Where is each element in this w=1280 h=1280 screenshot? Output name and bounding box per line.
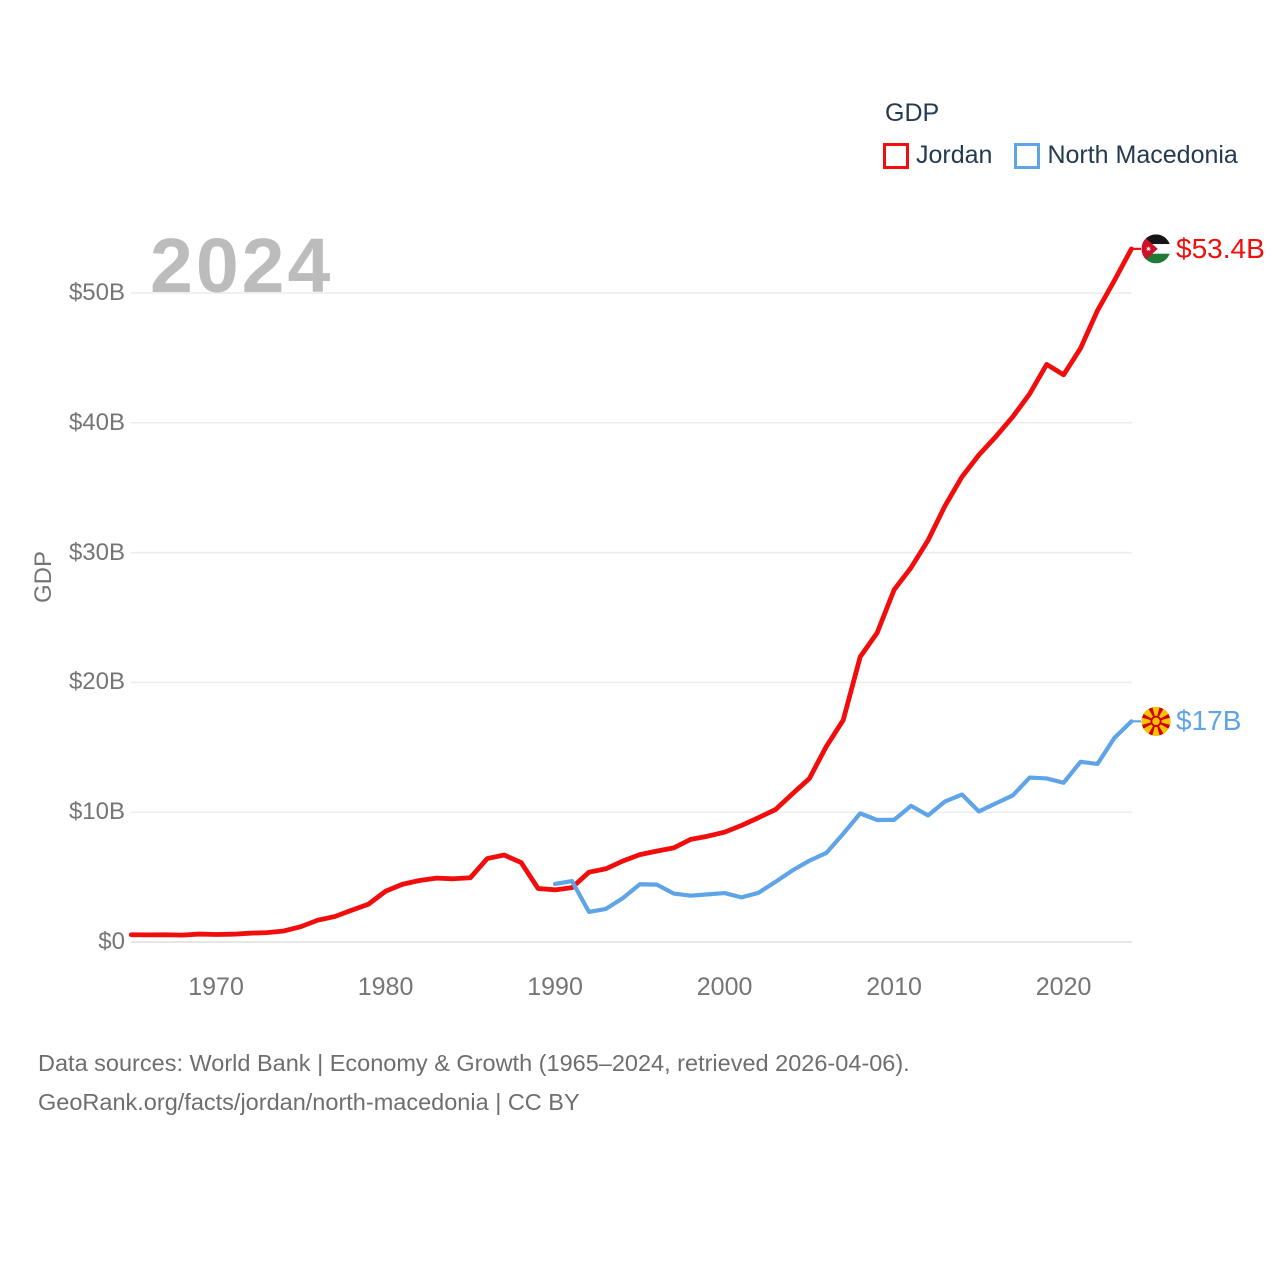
y-tick-label: $50B bbox=[68, 279, 125, 306]
x-tick-label: 2000 bbox=[696, 973, 753, 1001]
chart-legend: GDP Jordan North Macedonia bbox=[883, 99, 1238, 170]
north-macedonia-flag-icon bbox=[1141, 706, 1171, 736]
y-tick-label: $40B bbox=[68, 408, 125, 436]
legend-item-label: North Macedonia bbox=[1047, 141, 1238, 169]
footer-attribution: Data sources: World Bank | Economy & Gro… bbox=[38, 1044, 910, 1121]
source-url-line: GeoRank.org/facts/jordan/north-macedonia… bbox=[38, 1088, 580, 1115]
legend-items: Jordan North Macedonia bbox=[883, 141, 1238, 170]
legend-item-jordan[interactable]: Jordan bbox=[883, 141, 992, 170]
x-tick-label: 1990 bbox=[527, 973, 583, 1001]
legend-item-north-macedonia[interactable]: North Macedonia bbox=[1014, 141, 1238, 170]
jordan-line bbox=[128, 246, 1134, 938]
year-watermark: 2024 bbox=[150, 223, 334, 309]
x-tick-label: 2010 bbox=[866, 973, 922, 1001]
x-tick-label: 1970 bbox=[188, 973, 244, 1001]
y-tick-label: $20B bbox=[68, 668, 125, 696]
jordan-series-swatch bbox=[883, 142, 909, 169]
north-macedonia-line bbox=[552, 719, 1134, 914]
north-macedonia-end-value-label: $17B bbox=[1176, 705, 1242, 737]
north-macedonia-series-swatch bbox=[1014, 142, 1041, 169]
y-tick-label: $0 bbox=[98, 928, 125, 955]
jordan-end-value-label: $53.4B bbox=[1176, 232, 1265, 264]
y-tick-label: $10B bbox=[68, 798, 125, 826]
data-sources-line: Data sources: World Bank | Economy & Gro… bbox=[38, 1050, 910, 1076]
legend-title: GDP bbox=[885, 99, 940, 127]
legend-item-label: Jordan bbox=[916, 141, 993, 169]
y-tick-label: $30B bbox=[68, 538, 125, 566]
x-tick-label: 2020 bbox=[1035, 973, 1092, 1001]
jordan-flag-icon bbox=[1141, 234, 1171, 264]
x-tick-label: 1980 bbox=[357, 973, 414, 1001]
